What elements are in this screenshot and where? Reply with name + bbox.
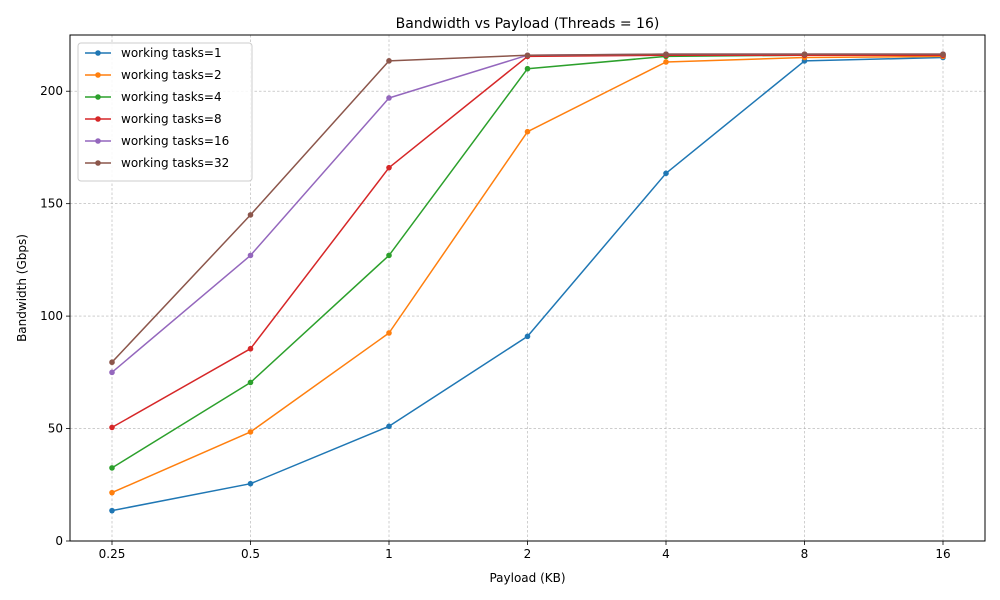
x-tick-label: 8 [801,547,809,561]
legend-label: working tasks=1 [121,46,222,60]
legend-swatch-marker [95,138,101,144]
y-axis-label: Bandwidth (Gbps) [15,234,29,342]
data-point [386,252,392,259]
legend-item: working tasks=4 [85,90,222,104]
data-point [247,379,254,386]
chart-title: Bandwidth vs Payload (Threads = 16) [396,16,660,32]
series-1 [109,54,946,514]
legend-swatch-marker [95,94,101,100]
data-point [386,423,392,430]
legend-item: working tasks=8 [85,112,222,126]
x-tick-label: 16 [935,547,950,561]
data-point [524,333,531,340]
legend-label: working tasks=2 [121,68,222,82]
data-point [109,359,115,366]
data-point [386,164,392,171]
data-point [386,58,392,64]
data-point [524,65,531,72]
series-layer [109,51,946,514]
data-point [524,128,531,135]
data-point [247,345,254,352]
data-point [386,95,392,101]
legend-item: working tasks=2 [85,68,222,82]
x-tick-label: 1 [385,547,393,561]
legend-swatch-marker [95,160,101,166]
data-point [109,465,115,471]
data-point [940,51,946,57]
x-tick-label: 2 [524,547,532,561]
data-point [663,170,669,177]
y-tick-label: 50 [48,422,63,436]
data-point [386,330,392,336]
legend: working tasks=1 working tasks=2 working ta… [77,42,253,182]
legend-box [77,42,253,182]
legend-item: working tasks=16 [85,134,229,148]
data-point [663,59,669,65]
data-point [109,507,115,514]
legend-label: working tasks=32 [121,156,229,170]
data-point [109,489,115,496]
data-point [663,51,669,57]
data-point [247,252,254,259]
data-point [109,424,115,431]
data-point [247,212,254,218]
y-tick-label: 100 [40,309,63,323]
legend-swatch-marker [95,116,101,122]
legend-label: working tasks=8 [121,112,222,126]
x-tick-label: 4 [662,547,670,561]
x-axis-label: Payload (KB) [489,571,565,585]
series-6 [109,51,946,366]
y-tick-label: 200 [40,84,63,98]
legend-swatch-marker [95,72,101,78]
data-point [109,369,115,376]
x-tick-label: 0.25 [99,547,126,561]
data-point [801,51,808,57]
data-point [247,429,254,435]
legend-label: working tasks=16 [121,134,229,148]
data-point [524,52,531,59]
legend-item: working tasks=32 [85,156,229,170]
x-axis-ticks: 0.25 0.5 1 2 4 8 16 [99,541,951,561]
y-axis-ticks: 0 50 100 150 200 [40,84,70,548]
y-tick-label: 0 [55,534,63,548]
x-tick-label: 0.5 [241,547,260,561]
y-tick-label: 150 [40,197,63,211]
legend-label: working tasks=4 [121,90,222,104]
data-point [247,480,254,487]
legend-item: working tasks=1 [85,46,222,60]
legend-swatch-marker [95,50,101,56]
